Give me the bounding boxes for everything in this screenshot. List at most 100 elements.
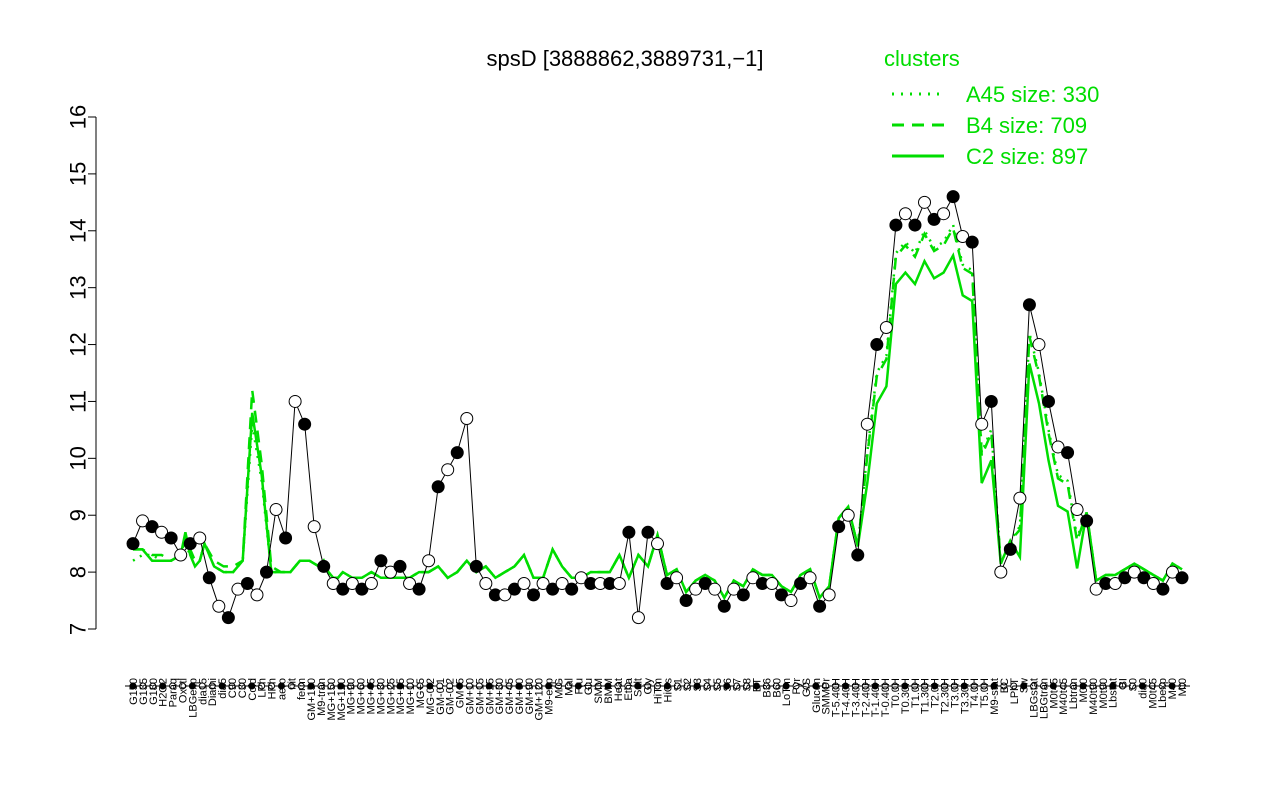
x-tick-label: Lbexp — [1157, 678, 1169, 708]
data-point — [870, 338, 884, 352]
data-point — [450, 446, 464, 460]
x-tick-label: MG-0.2 — [425, 678, 437, 715]
x-rug-mark — [188, 682, 196, 690]
data-point — [565, 582, 579, 596]
x-tick-label: BI — [1118, 678, 1130, 688]
data-point — [269, 503, 283, 517]
x-tick-label: GM+45 — [504, 678, 516, 714]
y-tick-label: 12 — [66, 332, 91, 356]
x-tick-label: M9-tran — [316, 678, 328, 716]
data-point — [927, 212, 941, 226]
data-point — [164, 531, 178, 545]
x-tick-label: M40t45 — [1058, 678, 1070, 715]
data-point — [1118, 571, 1132, 585]
x-rug-mark — [1069, 682, 1077, 690]
x-rug-mark — [861, 682, 869, 690]
x-tick-label: S5 — [712, 678, 724, 691]
x-tick-label: M40t90 — [1088, 678, 1100, 715]
x-rug-mark — [1129, 682, 1137, 690]
x-rug-mark — [881, 682, 889, 690]
x-rug-mark — [911, 682, 919, 690]
data-point — [879, 320, 893, 334]
data-point — [1070, 503, 1084, 517]
x-rug-mark — [139, 682, 147, 690]
x-rug-mark — [268, 682, 276, 690]
x-rug-mark — [584, 682, 592, 690]
x-rug-mark — [1000, 682, 1008, 690]
x-rug-mark — [594, 682, 602, 690]
x-tick-label: Diami — [207, 678, 219, 706]
x-tick-label: GM+10 — [464, 678, 476, 714]
data-point — [260, 565, 274, 579]
data-point — [374, 554, 388, 568]
data-point — [326, 576, 340, 590]
x-rug-mark — [1079, 682, 1087, 690]
x-tick-label: dia5 — [217, 678, 229, 699]
data-point — [288, 394, 302, 408]
x-rug-mark — [456, 682, 464, 690]
x-rug-mark — [654, 682, 661, 690]
x-tick-label: GM+150 — [306, 678, 318, 721]
x-rug-mark — [337, 682, 345, 690]
x-rug-mark — [1148, 682, 1156, 690]
x-tick-label: GM-0.1 — [435, 678, 447, 715]
x-rug-mark — [198, 682, 206, 690]
x-rug-mark — [1099, 682, 1107, 690]
x-tick-label: Salt — [633, 678, 645, 697]
x-rug-mark — [218, 682, 226, 690]
data-point — [221, 611, 235, 625]
x-tick-label: GM+15 — [474, 678, 486, 714]
x-tick-label: GM+90 — [524, 678, 536, 714]
x-tick-label: C30 — [237, 678, 249, 698]
x-tick-label: MG+10 — [405, 678, 417, 714]
x-tick-label: T0.30H — [900, 678, 912, 714]
data-point — [412, 582, 426, 596]
data-point — [1089, 582, 1103, 596]
x-rug-mark — [752, 682, 760, 690]
x-tick-label: dia0 — [1137, 678, 1149, 699]
data-point — [651, 537, 664, 551]
x-rug-mark — [327, 682, 335, 690]
x-tick-label: Pyr — [791, 678, 803, 695]
x-rug-mark — [525, 682, 533, 690]
x-axis: G150G135G180H2O2ParaqOxctlLBGexpdia15Dia… — [125, 677, 1190, 721]
x-rug-mark — [1010, 682, 1018, 690]
x-rug-mark — [248, 682, 256, 690]
x-rug-mark — [703, 682, 711, 690]
x-rug-mark — [485, 682, 493, 690]
data-point — [1032, 338, 1046, 352]
legend: clusters A45 size: 330 B4 size: 709 C2 s… — [884, 46, 1099, 169]
x-rug-mark — [901, 682, 909, 690]
x-tick-label: Lbtran — [1068, 678, 1080, 709]
x-tick-label: T2.30H — [939, 678, 951, 714]
x-rug-mark — [129, 682, 137, 690]
data-point — [774, 588, 788, 602]
x-tick-label: T3.0H — [949, 678, 961, 708]
x-rug-mark — [1109, 682, 1117, 690]
data-point — [746, 571, 760, 585]
y-axis: 7 8 9 10 11 12 13 14 15 16 — [66, 105, 97, 635]
x-rug-mark — [505, 682, 513, 690]
legend-entry-c2: C2 size: 897 — [966, 144, 1088, 169]
data-point — [631, 611, 645, 625]
x-rug-mark — [574, 682, 582, 690]
data-point — [1022, 298, 1036, 312]
data-point — [231, 582, 245, 596]
x-tick-label: HPh — [267, 678, 279, 699]
x-rug-mark — [723, 682, 731, 690]
x-tick-label: MG+120 — [336, 678, 348, 721]
x-rug-mark — [772, 682, 780, 690]
data-point — [994, 565, 1008, 579]
legend-entry-a45: A45 size: 330 — [966, 82, 1099, 107]
x-tick-label: Sw — [1019, 678, 1031, 693]
data-point — [546, 582, 560, 596]
x-rug-mark — [277, 682, 285, 690]
x-tick-label: GM-0.2 — [445, 678, 457, 715]
data-point — [279, 531, 293, 545]
x-tick-label: HiTm — [653, 678, 665, 704]
x-tick-label: LBGexp — [187, 678, 199, 718]
x-rug-mark — [891, 682, 899, 690]
data-point — [527, 588, 541, 602]
x-rug-mark — [792, 682, 800, 690]
